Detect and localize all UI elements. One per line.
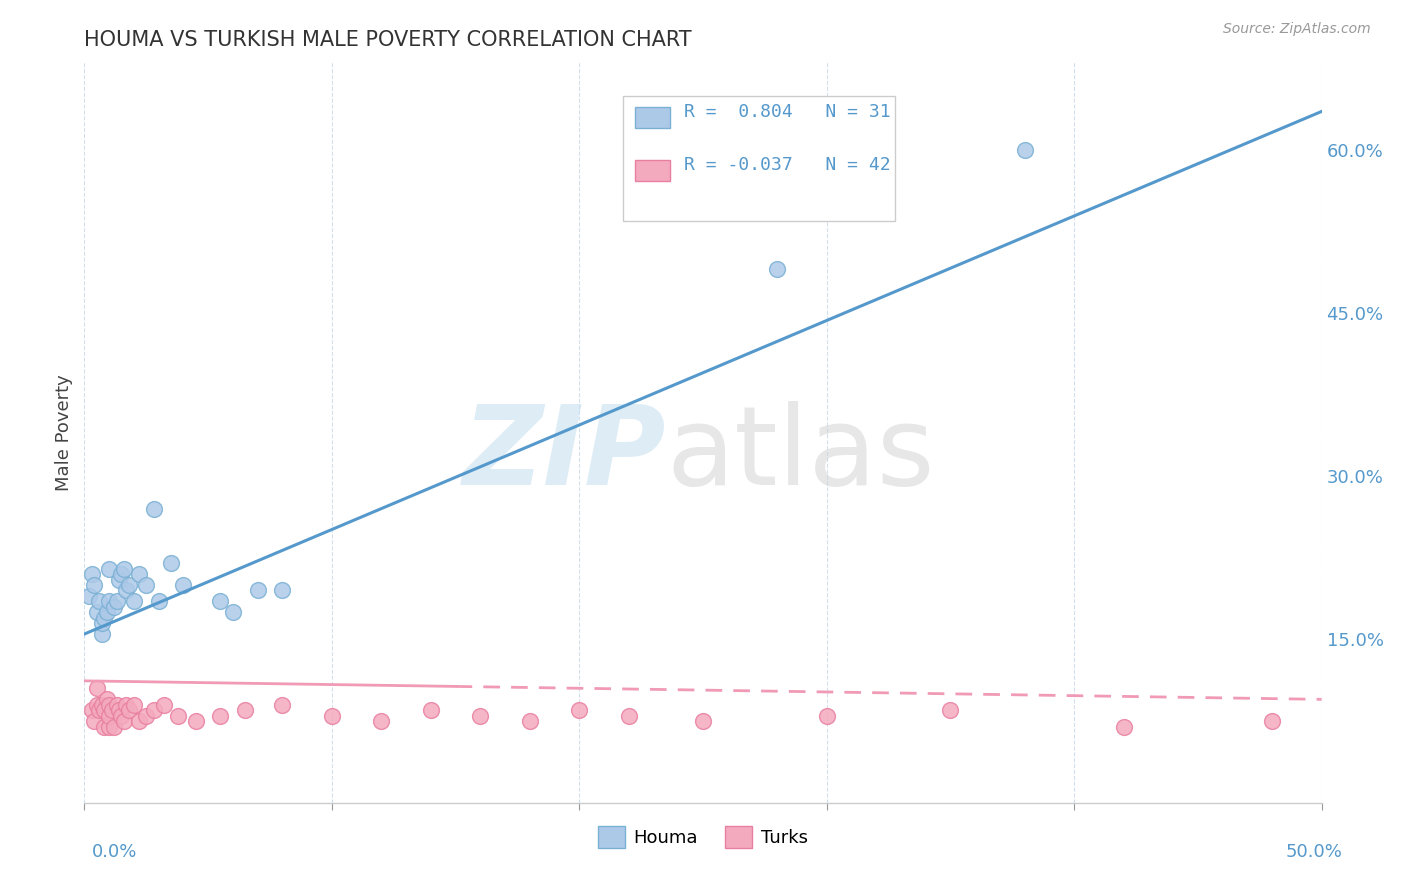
Text: R =  0.804   N = 31: R = 0.804 N = 31 — [685, 103, 891, 121]
Point — [209, 594, 232, 608]
FancyBboxPatch shape — [623, 95, 894, 221]
Point — [98, 594, 121, 608]
Point — [86, 605, 108, 619]
Point — [568, 703, 591, 717]
Point — [96, 692, 118, 706]
Point — [105, 594, 128, 608]
Point — [103, 599, 125, 614]
Point — [110, 708, 132, 723]
Point — [80, 567, 103, 582]
Point — [93, 611, 115, 625]
Point — [939, 703, 962, 717]
Point — [98, 698, 121, 712]
Point — [112, 714, 135, 728]
Y-axis label: Male Poverty: Male Poverty — [55, 375, 73, 491]
Point — [108, 703, 131, 717]
Point — [128, 567, 150, 582]
Point — [90, 698, 112, 712]
Point — [103, 720, 125, 734]
FancyBboxPatch shape — [636, 107, 669, 128]
Point — [83, 714, 105, 728]
Point — [89, 594, 111, 608]
Point — [89, 703, 111, 717]
Point — [96, 605, 118, 619]
Text: atlas: atlas — [666, 401, 935, 508]
Point — [1112, 720, 1135, 734]
Point — [128, 714, 150, 728]
Point — [115, 698, 138, 712]
Point — [370, 714, 392, 728]
Point — [108, 573, 131, 587]
Point — [90, 616, 112, 631]
Point — [148, 594, 170, 608]
Legend: Houma, Turks: Houma, Turks — [589, 816, 817, 856]
Point — [470, 708, 492, 723]
Point — [142, 501, 165, 516]
Point — [100, 703, 122, 717]
Point — [98, 562, 121, 576]
Point — [135, 578, 157, 592]
Point — [79, 589, 101, 603]
Point — [209, 708, 232, 723]
Point — [167, 708, 190, 723]
Point — [815, 708, 838, 723]
Text: HOUMA VS TURKISH MALE POVERTY CORRELATION CHART: HOUMA VS TURKISH MALE POVERTY CORRELATIO… — [84, 29, 692, 50]
Point — [152, 698, 174, 712]
Point — [80, 703, 103, 717]
Point — [122, 594, 145, 608]
Point — [1014, 143, 1036, 157]
Text: Source: ZipAtlas.com: Source: ZipAtlas.com — [1223, 22, 1371, 37]
Text: ZIP: ZIP — [463, 401, 666, 508]
Point — [83, 578, 105, 592]
Point — [766, 262, 789, 277]
Point — [617, 708, 640, 723]
Point — [184, 714, 207, 728]
Point — [86, 681, 108, 696]
Point — [118, 578, 141, 592]
Point — [93, 703, 115, 717]
Point — [105, 698, 128, 712]
Point — [1261, 714, 1284, 728]
Text: 0.0%: 0.0% — [91, 843, 136, 861]
Point — [142, 703, 165, 717]
Point — [135, 708, 157, 723]
Point — [321, 708, 343, 723]
Point — [86, 698, 108, 712]
Point — [115, 583, 138, 598]
Point — [90, 627, 112, 641]
Text: R = -0.037   N = 42: R = -0.037 N = 42 — [685, 156, 891, 175]
Point — [98, 708, 121, 723]
FancyBboxPatch shape — [636, 161, 669, 181]
Point — [246, 583, 269, 598]
Point — [160, 556, 183, 570]
Point — [122, 698, 145, 712]
Point — [98, 720, 121, 734]
Point — [692, 714, 714, 728]
Point — [271, 698, 294, 712]
Text: 50.0%: 50.0% — [1286, 843, 1343, 861]
Point — [222, 605, 245, 619]
Point — [519, 714, 541, 728]
Point — [118, 703, 141, 717]
Point — [93, 720, 115, 734]
Point — [271, 583, 294, 598]
Point — [233, 703, 256, 717]
Point — [110, 567, 132, 582]
Point — [419, 703, 441, 717]
Point — [172, 578, 194, 592]
Point — [112, 562, 135, 576]
